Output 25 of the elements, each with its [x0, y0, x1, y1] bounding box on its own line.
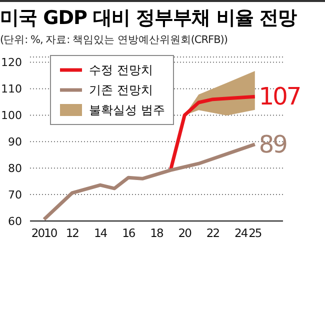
line-series — [42, 142, 257, 221]
x-tick-label: 18 — [150, 226, 164, 240]
y-tick-label: 110 — [1, 82, 22, 96]
y-tick-label: 120 — [1, 56, 22, 70]
x-tick-label: 16 — [122, 226, 136, 240]
y-tick-label: 70 — [8, 188, 22, 202]
chart-subtitle: (단위: %, 자료: 책임있는 연방예산위원회(CRFB)) — [0, 33, 228, 47]
x-tick-label: 24 — [234, 226, 248, 240]
data-label: 107 — [258, 82, 300, 111]
y-tick-label: 100 — [1, 109, 22, 122]
chart-title: 미국 GDP 대비 정부부채 비율 전망 — [0, 0, 325, 31]
x-tick-label: 14 — [94, 226, 108, 240]
y-tick-label: 60 — [8, 214, 22, 228]
x-tick-label: 2010 — [31, 226, 58, 240]
data-label: 89 — [258, 130, 287, 158]
y-tick-label: 80 — [8, 162, 22, 175]
y-tick-label: 90 — [8, 136, 22, 149]
x-tick-label: 22 — [206, 226, 220, 240]
legend-label: 수정 전망치 — [89, 62, 153, 79]
legend-label: 기존 전망치 — [89, 82, 153, 99]
x-tick-label: 25 — [248, 226, 262, 240]
x-tick-label: 12 — [66, 226, 80, 240]
x-tick-label: 20 — [178, 226, 192, 240]
legend-label: 불확실성 범주 — [89, 102, 165, 119]
line-series — [168, 94, 257, 172]
